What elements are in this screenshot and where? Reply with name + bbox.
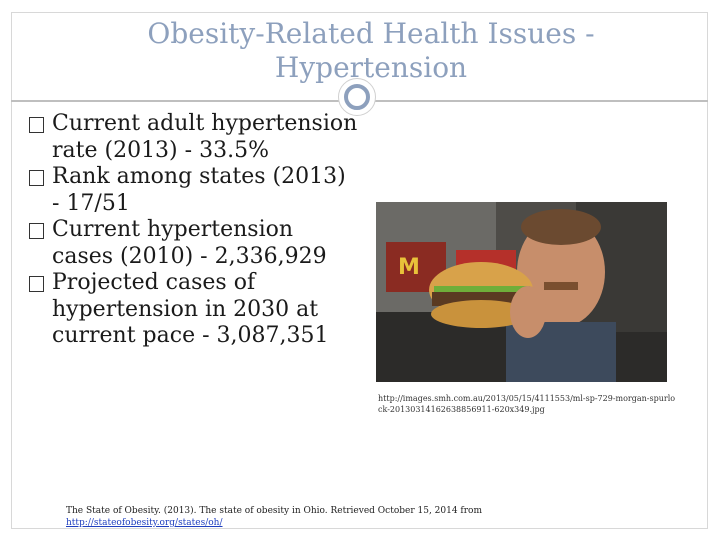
bullet-value: 17/51 (66, 190, 130, 216)
citation-link[interactable]: http://stateofobesity.org/states/oh/ (66, 518, 223, 528)
svg-text:M: M (398, 255, 420, 280)
photo-illustration: M (376, 202, 667, 382)
citation-text: The State of Obesity. (2013). The state … (66, 506, 483, 516)
bullet-list: Current adult hypertension rate (2013) -… (29, 111, 359, 350)
slide-title-line-2: Hypertension (274, 51, 468, 84)
bullet-item-projected-cases: Projected cases of hypertension in 2030 … (29, 270, 359, 350)
title-area: Obesity-Related Health Issues - Hyperten… (11, 12, 708, 102)
box-bullet-icon (29, 117, 44, 133)
bullet-value: 2,336,929 (214, 243, 327, 269)
box-bullet-icon (29, 276, 44, 292)
box-bullet-icon (29, 223, 44, 239)
slide-frame (11, 12, 708, 529)
bullet-item-current-cases: Current hypertension cases (2010) - 2,33… (29, 217, 359, 270)
bullet-label: Current adult hypertension rate (2013) - (52, 111, 358, 163)
box-bullet-icon (29, 170, 44, 186)
citation: The State of Obesity. (2013). The state … (66, 505, 486, 529)
photo-man-with-burger: M (376, 202, 667, 382)
slide-title: Obesity-Related Health Issues - Hyperten… (71, 17, 671, 85)
bullet-value: 3,087,351 (216, 323, 329, 348)
slide-title-line-1: Obesity-Related Health Issues - (147, 17, 595, 50)
bullet-label: Rank among states (2013) - (52, 164, 346, 216)
bullet-label: Current hypertension cases (2010) - (52, 217, 294, 269)
bullet-value: 33.5% (199, 137, 269, 163)
bullet-item-state-rank: Rank among states (2013) - 17/51 (29, 164, 359, 217)
photo-source-url: http://images.smh.com.au/2013/05/15/4111… (378, 394, 676, 414)
bullet-item-hypertension-rate: Current adult hypertension rate (2013) -… (29, 111, 359, 164)
bullet-label: Projected cases of hypertension in 2030 … (52, 270, 319, 348)
title-separator-circle-icon (338, 78, 376, 116)
